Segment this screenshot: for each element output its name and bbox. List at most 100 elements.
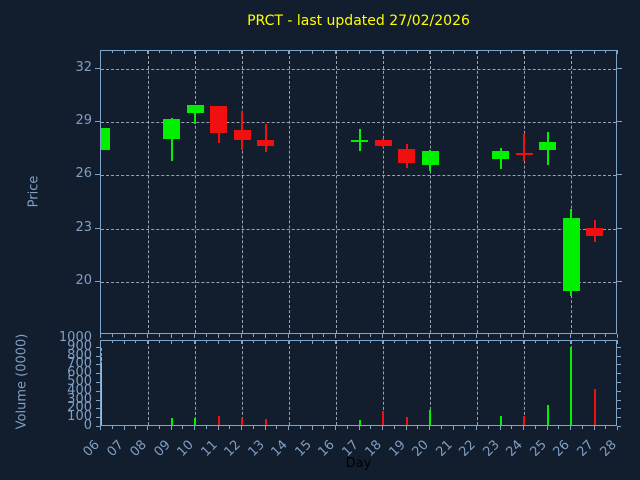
xtick [123, 334, 125, 338]
price-gridline [101, 68, 616, 70]
volume-vgridline [195, 341, 196, 425]
price-vgridline [571, 51, 572, 333]
volume-vgridline [336, 341, 337, 425]
xtick [147, 334, 148, 338]
xtick [288, 334, 289, 338]
volume-ytick-label: 900 [67, 338, 92, 354]
price-ytick-right [617, 67, 622, 69]
volume-ytick-right [617, 426, 621, 427]
price-gridline [101, 122, 616, 123]
price-vgridline [195, 51, 196, 333]
volume-ytick-label: 600 [67, 365, 92, 381]
xtick [170, 334, 172, 338]
volume-vgridline [524, 341, 525, 425]
xtick [276, 334, 278, 337]
xtick [299, 426, 301, 429]
xtick [252, 334, 254, 337]
xtick [358, 334, 360, 338]
volume-ytick-label: 500 [67, 373, 92, 389]
volume-ytick [96, 426, 100, 427]
volume-bar-day-27 [593, 389, 596, 425]
xtick [370, 426, 372, 429]
xtick [205, 426, 207, 429]
xtick [523, 334, 524, 338]
volume-ytick-label: 700 [67, 356, 92, 372]
price-vgridline [242, 51, 243, 333]
volume-ytick-right [617, 373, 621, 375]
chart-title: PRCT - last updated 27/02/2026 [247, 13, 470, 29]
xtick [499, 334, 501, 338]
price-panel [100, 50, 617, 334]
xtick [534, 334, 536, 337]
candle-body-day-9 [163, 119, 180, 139]
price-vgridline [524, 51, 525, 333]
xtick [311, 334, 313, 338]
price-gridline [101, 228, 616, 230]
xtick [346, 334, 348, 337]
day-axis-label: Day [345, 456, 372, 471]
xtick [570, 426, 571, 430]
xtick [558, 426, 560, 429]
xtick [170, 426, 172, 430]
volume-vgridline [477, 341, 478, 425]
xtick [194, 426, 195, 430]
volume-bar-day-10 [194, 418, 196, 425]
volume-vgridline [430, 341, 431, 425]
xtick [605, 334, 607, 337]
price-vgridline [430, 51, 431, 333]
xtick [452, 426, 454, 430]
xtick [546, 334, 548, 338]
volume-ytick-right [617, 346, 621, 348]
price-vgridline [148, 51, 149, 333]
xtick [593, 426, 595, 430]
xtick [429, 426, 430, 430]
xtick [111, 334, 113, 337]
xtick [194, 334, 195, 338]
xtick [405, 426, 407, 430]
xtick [605, 426, 607, 429]
candle-body-day-13 [257, 139, 274, 146]
xtick [511, 334, 513, 337]
volume-ytick-right [617, 417, 621, 419]
xtick [335, 426, 336, 430]
volume-bar-day-23 [499, 415, 502, 425]
candle-body-day-26 [562, 217, 580, 291]
candle-wick-day-13 [264, 123, 267, 153]
volume-ytick-label: 100 [67, 409, 92, 425]
xtick [229, 426, 231, 429]
xtick [440, 334, 442, 337]
volume-vgridline [289, 341, 290, 425]
xtick [288, 426, 289, 430]
xtick [617, 340, 618, 344]
xtick [100, 334, 101, 338]
xtick [264, 334, 266, 338]
volume-ytick-right [617, 364, 621, 366]
price-vgridline [477, 51, 478, 333]
xtick [264, 426, 266, 430]
xtick [393, 426, 395, 429]
volume-vgridline [148, 341, 149, 425]
candle-wick-day-10 [194, 105, 196, 124]
xtick [452, 334, 454, 338]
volume-gridline [101, 347, 102, 425]
volume-ytick-label: 800 [67, 347, 92, 363]
volume-bar-day-12 [241, 418, 243, 425]
price-ytick-label: 23 [75, 219, 92, 235]
volume-vgridline [242, 341, 243, 425]
price-ytick-label: 26 [75, 166, 92, 182]
candle-body-day-6 [101, 128, 110, 151]
volume-ytick-label: 0 [83, 418, 92, 433]
volume-ytick-right [617, 390, 621, 392]
xtick [534, 426, 536, 429]
volume-bar-day-11 [217, 416, 220, 425]
volume-bar-day-17 [358, 419, 361, 425]
price-ytick-right [617, 174, 622, 176]
volume-bar-day-25 [546, 404, 549, 425]
xtick [570, 334, 571, 338]
xtick [617, 50, 618, 54]
xtick [311, 426, 313, 430]
price-ytick-right [617, 227, 622, 229]
volume-bar-day-9 [170, 418, 173, 425]
xtick [476, 426, 477, 430]
